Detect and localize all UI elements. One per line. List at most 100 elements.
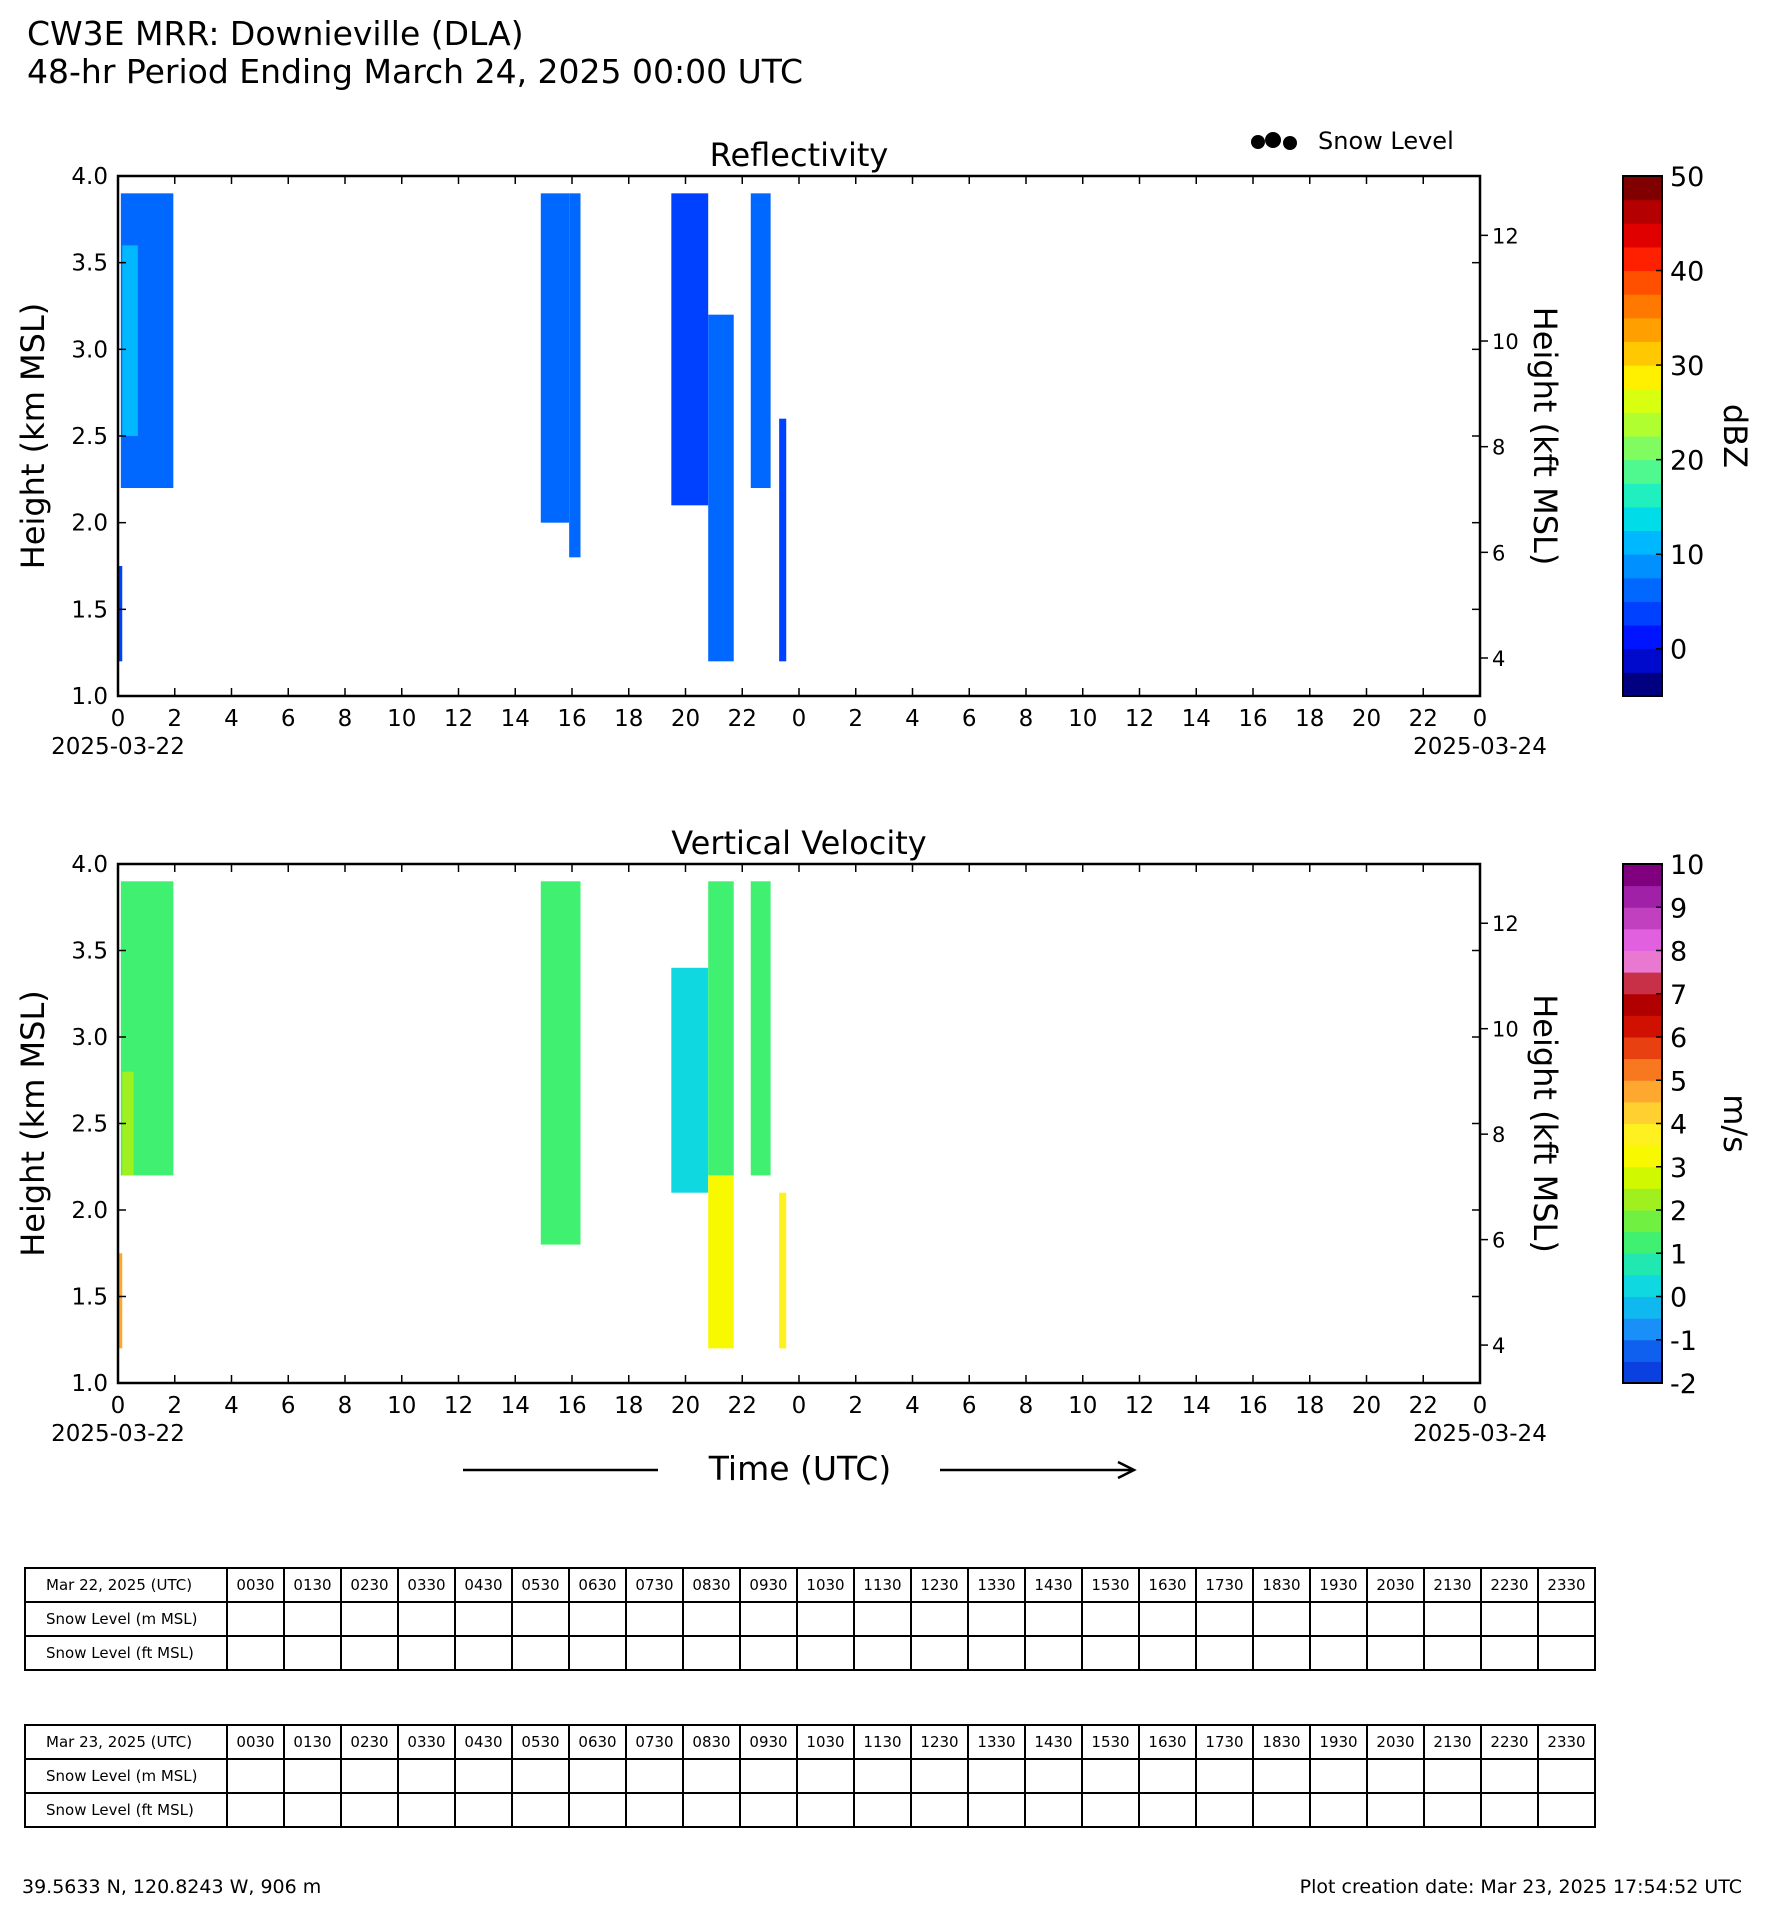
time-header-cell: 0530 [511, 1567, 570, 1603]
y-tick-label: 2.0 [71, 511, 108, 537]
time-header-cell: 1030 [796, 1724, 855, 1760]
colorbar-tick-label: -2 [1670, 1369, 1697, 1400]
time-header-cell: 1830 [1252, 1567, 1311, 1603]
time-header-cell: 1230 [910, 1567, 969, 1603]
x-tick-label: 0 [1473, 1393, 1488, 1419]
echo-cell [750, 193, 771, 489]
time-header-cell: 1130 [853, 1724, 912, 1760]
colorbar-tick-label: 40 [1670, 257, 1704, 288]
snow-level-cell [1024, 1601, 1083, 1637]
x-tick-label: 2 [167, 706, 182, 732]
time-header-cell: 1730 [1195, 1567, 1254, 1603]
x-tick-label: 6 [962, 1393, 977, 1419]
colorbar-segment [1623, 176, 1662, 201]
x-tick-label: 0 [111, 1393, 126, 1419]
time-header-cell: 2130 [1423, 1724, 1482, 1760]
x-tick-label: 20 [1352, 706, 1381, 732]
snow-level-cell [340, 1635, 399, 1671]
snow-level-cell [511, 1635, 570, 1671]
snow-level-cell [967, 1792, 1026, 1828]
station-location: 39.5633 N, 120.8243 W, 906 m [22, 1876, 322, 1898]
colorbar-segment [1623, 223, 1662, 248]
time-header-cell: 1730 [1195, 1724, 1254, 1760]
colorbar-segment [1623, 317, 1662, 342]
time-header-cell: 1330 [967, 1724, 1026, 1760]
snow-level-cell [454, 1635, 513, 1671]
snow-level-cell [568, 1601, 627, 1637]
table-date-label: Mar 23, 2025 (UTC) [24, 1724, 228, 1760]
row-label-ft: Snow Level (ft MSL) [24, 1635, 228, 1671]
x-tick-label: 8 [338, 706, 353, 732]
colorbar-segment [1623, 1015, 1662, 1038]
time-header-cell: 0230 [340, 1724, 399, 1760]
x-tick-label: 4 [224, 706, 239, 732]
y-tick-label: 4.0 [71, 164, 108, 190]
snow-level-cell [1195, 1635, 1254, 1671]
snow-level-cell [1195, 1758, 1254, 1794]
snow-level-cell [1480, 1792, 1539, 1828]
time-header-cell: 2030 [1366, 1724, 1425, 1760]
time-header-cell: 1830 [1252, 1724, 1311, 1760]
y-tick-label-right: 10 [1492, 1018, 1519, 1042]
snow-level-cell [397, 1601, 456, 1637]
echo-cell [569, 193, 581, 558]
x-tick-label: 18 [614, 706, 643, 732]
time-header-cell: 0830 [682, 1567, 741, 1603]
colorbar-tick-label: 0 [1670, 635, 1687, 666]
colorbar-segment [1623, 199, 1662, 224]
x-tick-label: 10 [1068, 706, 1097, 732]
time-header-cell: 1430 [1024, 1724, 1083, 1760]
time-header-cell: 1630 [1138, 1567, 1197, 1603]
time-header-cell: 1530 [1081, 1567, 1140, 1603]
echo-cell [122, 245, 138, 436]
y-tick-label: 2.0 [71, 1198, 108, 1224]
echo-cell [671, 193, 709, 506]
x-tick-label: 8 [1019, 706, 1034, 732]
colorbar-label: m/s [1716, 1094, 1754, 1153]
snow-level-cell [1537, 1758, 1596, 1794]
snow-level-cell [568, 1792, 627, 1828]
x-tick-label: 16 [557, 1393, 586, 1419]
table-row: Snow Level (ft MSL) [24, 1792, 1596, 1828]
snow-level-cell [1309, 1601, 1368, 1637]
y-tick-label: 4.0 [71, 852, 108, 878]
colorbar-segment [1623, 672, 1662, 697]
snow-level-cell [739, 1601, 798, 1637]
time-header-cell: 0130 [283, 1724, 342, 1760]
snow-level-cell [340, 1601, 399, 1637]
colorbar-segment [1623, 1058, 1662, 1081]
snow-level-cell [1252, 1758, 1311, 1794]
echo-cell [122, 1071, 134, 1176]
panel-title: Vertical Velocity [671, 824, 926, 862]
snow-level-cell [1138, 1758, 1197, 1794]
snow-level-cell [967, 1635, 1026, 1671]
snow-level-cell [1252, 1792, 1311, 1828]
snow-level-cell [1537, 1792, 1596, 1828]
time-header-cell: 0330 [397, 1724, 456, 1760]
x-tick-label: 10 [387, 1393, 416, 1419]
colorbar-segment [1623, 341, 1662, 366]
snow-level-cell [739, 1635, 798, 1671]
colorbar-segment [1623, 1166, 1662, 1189]
x-tick-label: 20 [671, 1393, 700, 1419]
y-tick-label: 2.5 [71, 424, 108, 450]
snow-level-cell [739, 1792, 798, 1828]
colorbar-tick-label: 3 [1670, 1153, 1687, 1184]
x-tick-label: 12 [1125, 706, 1154, 732]
snow-level-cell [511, 1758, 570, 1794]
table-row: Snow Level (m MSL) [24, 1758, 1596, 1794]
y-tick-label: 3.0 [71, 1025, 108, 1051]
colorbar-tick-label: 30 [1670, 351, 1704, 382]
x-tick-label: 12 [1125, 1393, 1154, 1419]
colorbar-segment [1623, 1123, 1662, 1146]
x-tick-label: 20 [671, 706, 700, 732]
x-tick-label: 14 [501, 1393, 530, 1419]
snow-level-cell [625, 1601, 684, 1637]
x-tick-label: 10 [387, 706, 416, 732]
snow-level-cell [910, 1758, 969, 1794]
colorbar-segment [1623, 601, 1662, 626]
colorbar-segment [1623, 1339, 1662, 1362]
y-tick-label-right: 8 [1492, 1123, 1505, 1147]
snow-level-cell [1480, 1601, 1539, 1637]
table-row: Snow Level (m MSL) [24, 1601, 1596, 1637]
